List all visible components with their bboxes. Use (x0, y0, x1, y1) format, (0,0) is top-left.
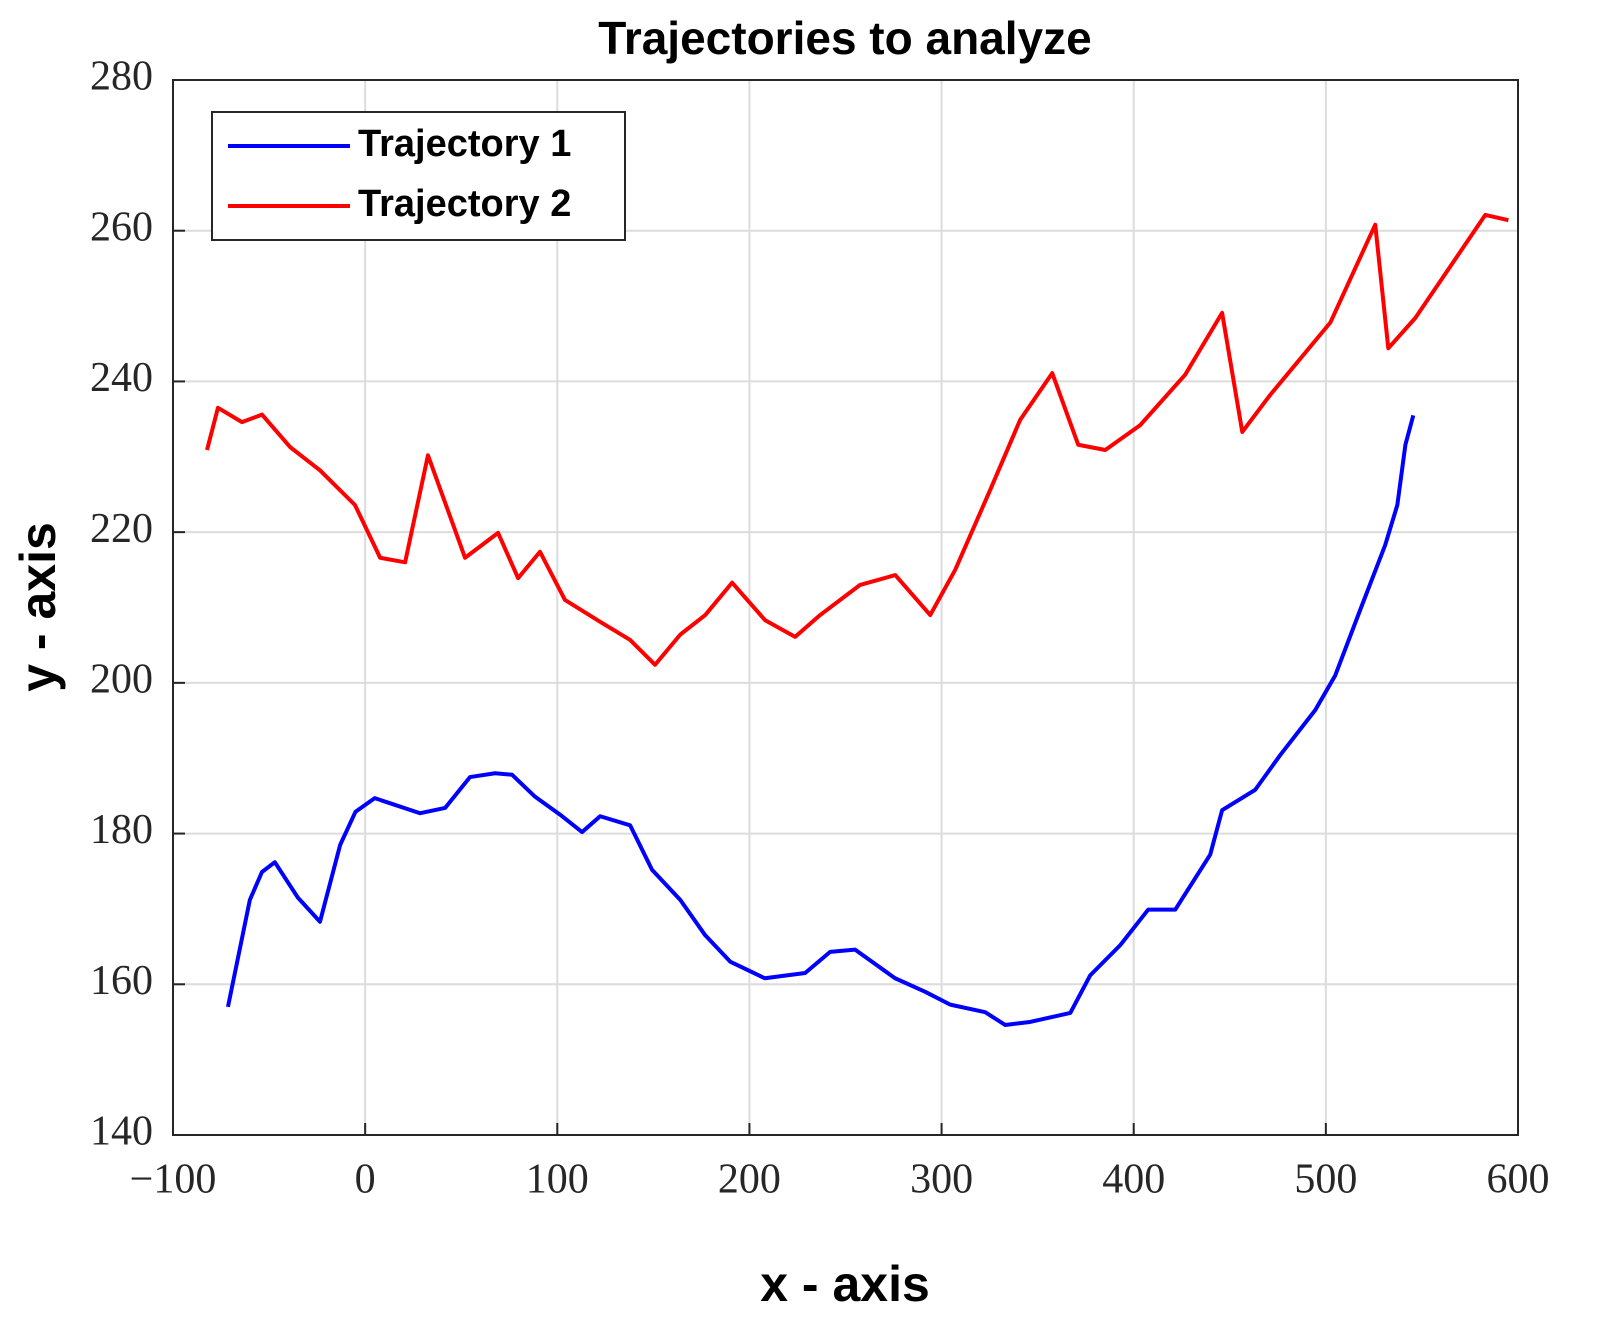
x-tick-label: 100 (526, 1157, 589, 1203)
x-tick-label: −100 (130, 1157, 217, 1203)
x-tick-label: 300 (910, 1157, 973, 1203)
legend-label: Trajectory 2 (358, 183, 571, 225)
x-tick-label: 500 (1294, 1157, 1357, 1203)
y-tick-label: 240 (90, 355, 153, 401)
x-axis-label: x - axis (760, 1256, 930, 1312)
y-axis-label: y - axis (10, 522, 66, 692)
plot-area (173, 80, 1518, 1135)
y-tick-label: 200 (90, 656, 153, 702)
y-tick-label: 180 (90, 807, 153, 853)
y-tick-label: 160 (90, 958, 153, 1004)
x-tick-label: 0 (355, 1157, 376, 1203)
legend-label: Trajectory 1 (358, 123, 571, 165)
series-line (205, 212, 1509, 667)
y-tick-label: 220 (90, 506, 153, 552)
plot-frame (172, 79, 1519, 1136)
y-tick-label: 280 (90, 54, 153, 100)
x-tick-label: 200 (718, 1157, 781, 1203)
chart-title: Trajectories to analyze (598, 12, 1091, 64)
x-tick-label: 600 (1487, 1157, 1550, 1203)
y-tick-label: 260 (90, 204, 153, 250)
y-tick-label: 140 (90, 1109, 153, 1155)
legend-box (211, 111, 626, 241)
series-line (225, 414, 1416, 1027)
x-tick-label: 400 (1102, 1157, 1165, 1203)
